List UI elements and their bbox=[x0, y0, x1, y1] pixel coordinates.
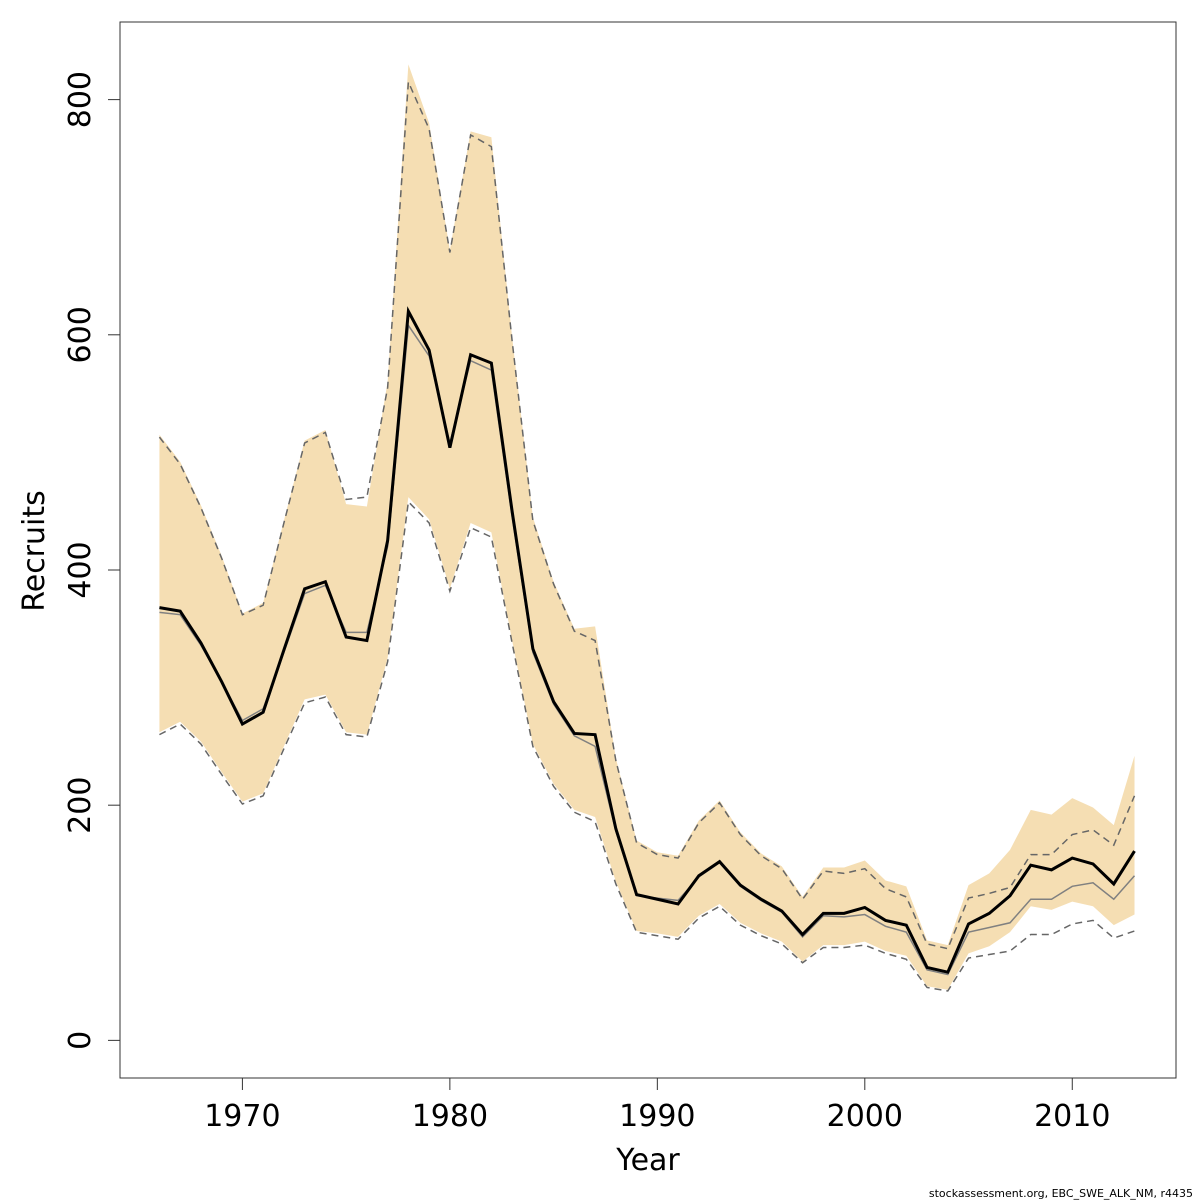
y-tick-label: 600 bbox=[63, 306, 98, 363]
y-tick-label: 400 bbox=[63, 541, 98, 598]
estimate-line bbox=[159, 306, 1136, 974]
x-tick-label: 2000 bbox=[827, 1099, 903, 1134]
y-tick-label: 800 bbox=[63, 71, 98, 128]
previous-ci-upper bbox=[158, 81, 1136, 950]
confidence-band bbox=[159, 64, 1135, 990]
y-axis-label: Recruits bbox=[17, 490, 52, 612]
x-tick-label: 1980 bbox=[412, 1099, 488, 1134]
y-tick-label: 200 bbox=[63, 777, 98, 834]
x-tick-label: 1990 bbox=[619, 1099, 695, 1134]
previous-ci-lower bbox=[159, 500, 1135, 992]
footer: stockassessment.org, EBC_SWE_ALK_NM, r44… bbox=[929, 1187, 1193, 1200]
x-axis-label: Year bbox=[615, 1143, 680, 1178]
y-tick-label: 0 bbox=[63, 1031, 98, 1050]
x-tick-label: 1970 bbox=[204, 1099, 280, 1134]
x-tick-label: 2010 bbox=[1034, 1099, 1110, 1134]
